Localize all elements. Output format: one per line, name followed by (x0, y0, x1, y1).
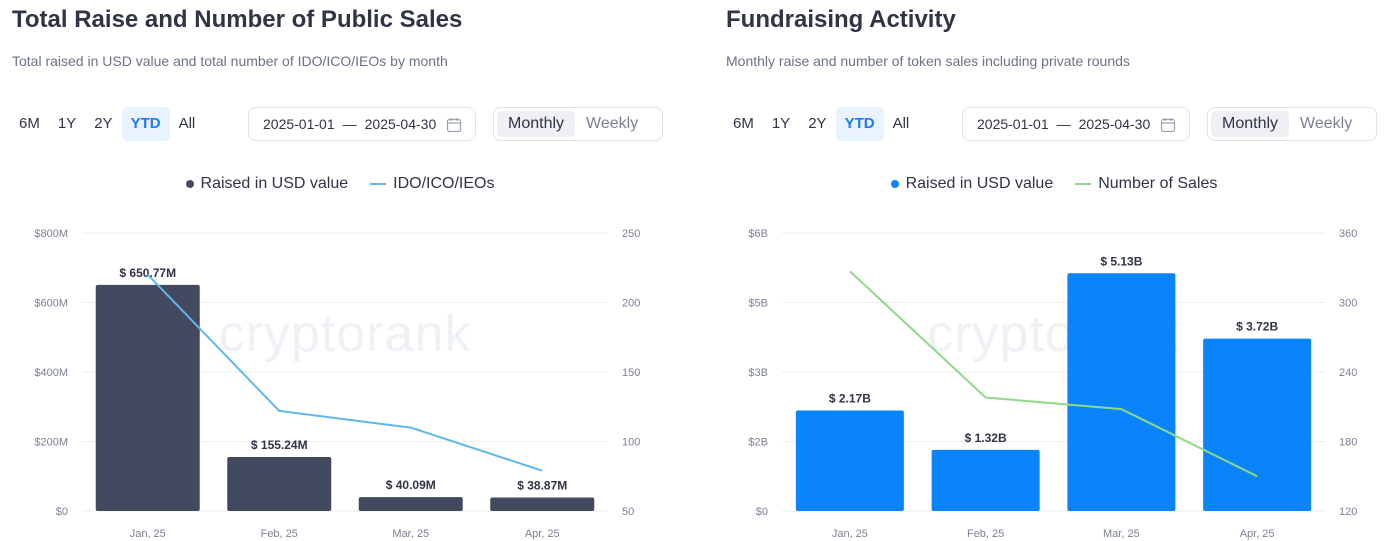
bar-data-label: $ 3.72B (1236, 320, 1278, 334)
chart-title: Total Raise and Number of Public Sales (12, 6, 463, 33)
bar[interactable] (931, 449, 1040, 511)
date-range-picker[interactable]: 2025-01-01 — 2025-04-30 (962, 107, 1190, 141)
range-tab-ytd[interactable]: YTD (835, 107, 884, 141)
chart-legend: Raised in USD value IDO/ICO/IEOs (0, 175, 680, 193)
bar-data-label: $ 1.32B (965, 431, 1007, 445)
range-tab-1y[interactable]: 1Y (57, 115, 77, 132)
range-tab-2y[interactable]: 2Y (94, 115, 113, 132)
bar-data-label: $ 650.77M (119, 266, 176, 280)
y-right-tick-label: 360 (1339, 228, 1357, 240)
range-tab-ytd[interactable]: YTD (121, 107, 170, 141)
bar[interactable] (1203, 338, 1312, 511)
bar-data-label: $ 2.17B (829, 391, 871, 405)
chart-panel-fundraising-activity: Fundraising Activity Monthly raise and n… (714, 0, 1387, 541)
series-line (147, 274, 543, 472)
y-left-tick-label: $200M (34, 437, 68, 449)
legend-item-sales[interactable]: Number of Sales (1075, 175, 1217, 193)
x-tick-label: Apr, 25 (1240, 528, 1275, 540)
x-tick-label: Apr, 25 (525, 528, 560, 540)
y-left-tick-label: $2B (748, 437, 768, 449)
legend-label: Raised in USD value (905, 175, 1054, 192)
chart-legend: Raised in USD value Number of Sales (714, 175, 1387, 193)
legend-label: Number of Sales (1098, 175, 1218, 192)
x-tick-label: Feb, 25 (967, 528, 1004, 540)
range-tab-all[interactable]: All (892, 115, 910, 132)
legend-line-icon (370, 183, 387, 185)
date-separator: — (342, 116, 357, 132)
x-tick-label: Jan, 25 (832, 528, 868, 540)
range-tab-1y[interactable]: 1Y (771, 115, 791, 132)
bar[interactable] (358, 497, 463, 511)
chart-title: Fundraising Activity (726, 6, 956, 33)
x-tick-label: Mar, 25 (392, 528, 429, 540)
series-line (849, 270, 1258, 478)
y-left-tick-label: $800M (34, 228, 68, 240)
chart-canvas: cryptorank $0 $200M $400M $600M $800M 50 100 150… (34, 228, 640, 540)
y-left-tick-label: $3B (748, 367, 768, 379)
range-tab-6m[interactable]: 6M (733, 115, 754, 132)
period-monthly-button[interactable]: Monthly (497, 111, 576, 137)
y-left-tick-label: $0 (56, 506, 68, 518)
y-right-tick-label: 100 (622, 437, 640, 449)
range-tab-all[interactable]: All (178, 115, 196, 132)
watermark-text: cryptorank (219, 305, 472, 363)
y-right-tick-label: 180 (1339, 437, 1357, 449)
date-separator: — (1056, 116, 1071, 132)
y-right-tick-label: 50 (622, 506, 634, 518)
period-weekly-button[interactable]: Weekly (586, 115, 639, 132)
x-tick-label: Feb, 25 (261, 528, 298, 540)
y-right-tick-label: 150 (622, 367, 640, 379)
bar[interactable] (795, 410, 904, 511)
y-right-tick-label: 240 (1339, 367, 1357, 379)
y-left-tick-label: $5B (748, 298, 768, 310)
x-tick-label: Jan, 25 (130, 528, 166, 540)
y-left-tick-label: $600M (34, 298, 68, 310)
chart-subtitle: Total raised in USD value and total numb… (12, 53, 448, 69)
legend-dot-icon (185, 180, 194, 188)
legend-item-sales[interactable]: IDO/ICO/IEOs (370, 175, 494, 193)
legend-line-icon (1075, 183, 1092, 185)
y-left-tick-label: $0 (756, 506, 768, 518)
chart-canvas: cryptorank$0$2B$3B$5B$6B120180240300360$… (748, 228, 1357, 540)
range-tab-2y[interactable]: 2Y (808, 115, 827, 132)
bar-data-label: $ 5.13B (1100, 254, 1142, 268)
period-monthly-button[interactable]: Monthly (1211, 111, 1290, 137)
chart-panel-total-raise: Total Raise and Number of Public Sales T… (0, 0, 680, 541)
legend-item-raised[interactable]: Raised in USD value (890, 175, 1054, 193)
date-range-picker[interactable]: 2025-01-01 — 2025-04-30 (248, 107, 476, 141)
legend-label: Raised in USD value (200, 175, 349, 192)
y-right-tick-label: 250 (622, 228, 640, 240)
period-weekly-button[interactable]: Weekly (1300, 115, 1353, 132)
legend-label: IDO/ICO/IEOs (393, 175, 495, 192)
y-left-tick-label: $400M (34, 367, 68, 379)
period-toggle: Monthly Weekly (1207, 107, 1377, 141)
period-toggle: Monthly Weekly (493, 107, 663, 141)
calendar-icon[interactable] (1160, 117, 1176, 133)
y-right-tick-label: 300 (1339, 298, 1357, 310)
date-to: 2025-04-30 (364, 116, 437, 132)
legend-dot-icon (890, 180, 899, 188)
x-tick-label: Mar, 25 (1103, 528, 1140, 540)
bar[interactable] (490, 497, 595, 511)
date-from: 2025-01-01 (977, 116, 1049, 132)
y-right-tick-label: 200 (622, 298, 640, 310)
y-right-tick-label: 120 (1339, 506, 1357, 518)
bar[interactable] (1067, 273, 1176, 511)
bar[interactable] (227, 457, 332, 511)
date-to: 2025-04-30 (1078, 116, 1151, 132)
bar-data-label: $ 40.09M (386, 478, 436, 492)
bar-data-label: $ 155.24M (251, 438, 308, 452)
calendar-icon[interactable] (446, 117, 462, 133)
chart-subtitle: Monthly raise and number of token sales … (726, 53, 1130, 69)
legend-item-raised[interactable]: Raised in USD value (185, 175, 349, 193)
bar-data-label: $ 38.87M (517, 478, 567, 492)
range-tabs: 6M 1Y 2Y YTD All (10, 107, 204, 141)
range-tab-6m[interactable]: 6M (19, 115, 40, 132)
y-left-tick-label: $6B (748, 228, 768, 240)
date-from: 2025-01-01 (263, 116, 335, 132)
range-tabs: 6M 1Y 2Y YTD All (724, 107, 918, 141)
bar[interactable] (95, 284, 200, 511)
